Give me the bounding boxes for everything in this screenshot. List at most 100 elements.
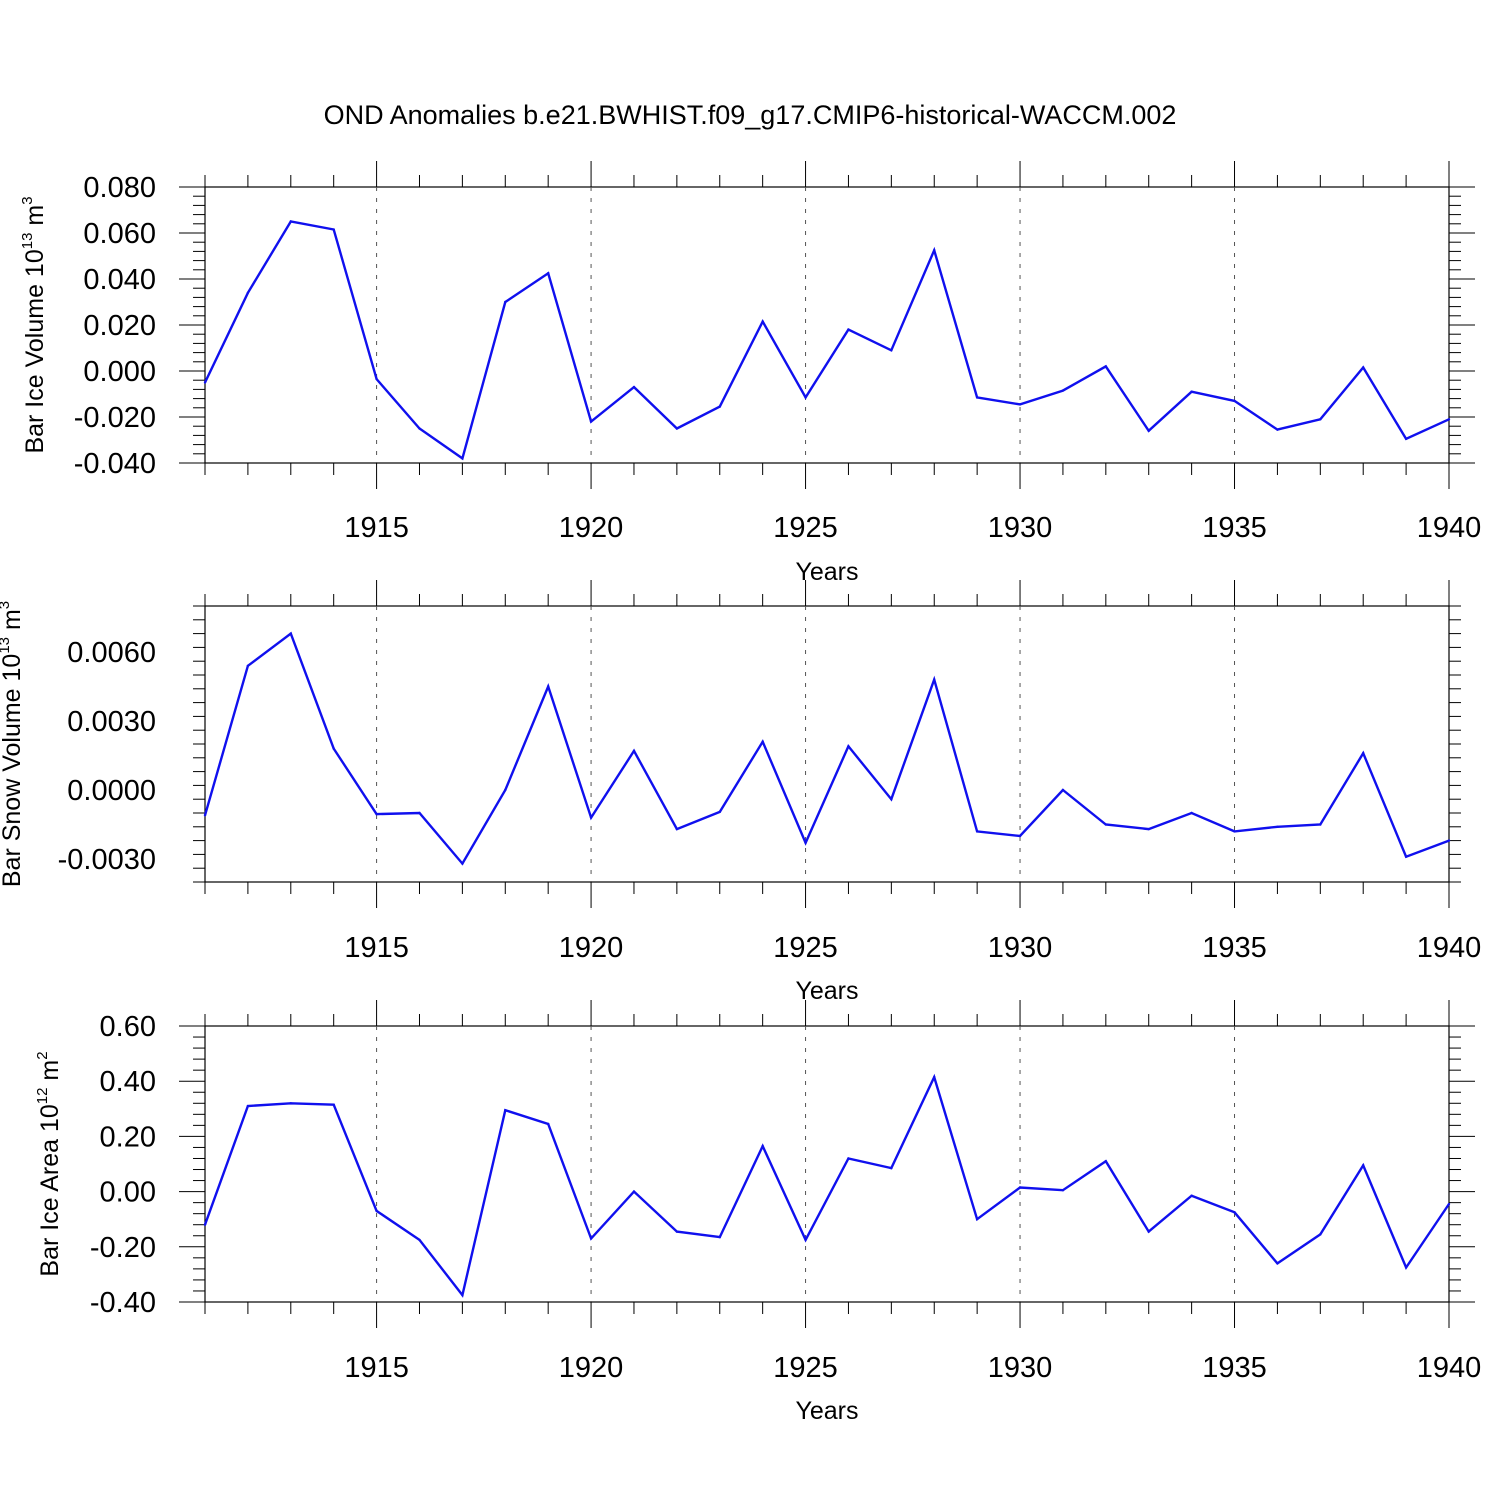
data-point bbox=[589, 816, 593, 819]
series-line bbox=[203, 631, 1450, 866]
x-tick-label: 1940 bbox=[1417, 932, 1482, 964]
data-point bbox=[632, 1190, 636, 1193]
data-point bbox=[718, 1235, 721, 1239]
data-point bbox=[1104, 823, 1108, 826]
y-tick-label: 0.080 bbox=[83, 172, 156, 204]
data-point bbox=[1447, 418, 1451, 421]
series-line bbox=[203, 220, 1450, 461]
x-tick-label: 1925 bbox=[773, 932, 838, 964]
data-point bbox=[675, 827, 679, 831]
data-point bbox=[1404, 855, 1408, 858]
data-point bbox=[718, 405, 721, 408]
data-point bbox=[1233, 830, 1236, 833]
x-tick-label: 1925 bbox=[773, 512, 838, 544]
data-point bbox=[1018, 403, 1022, 406]
y-tick-label: -0.020 bbox=[74, 402, 156, 434]
x-tick-label: 1915 bbox=[344, 1352, 409, 1384]
data-point bbox=[933, 1075, 936, 1079]
y-tick-label: 0.60 bbox=[100, 1011, 156, 1043]
y-axis-label-unit: m bbox=[0, 609, 26, 637]
data-point bbox=[1276, 1262, 1279, 1265]
data-point bbox=[1447, 839, 1451, 842]
data-point bbox=[1147, 1230, 1150, 1233]
data-point bbox=[1404, 437, 1408, 441]
x-tick-label: 1935 bbox=[1202, 512, 1267, 544]
data-point bbox=[589, 420, 593, 423]
data-point bbox=[418, 811, 421, 815]
data-point bbox=[332, 747, 335, 750]
data-point bbox=[761, 740, 764, 743]
data-point bbox=[1319, 418, 1322, 421]
data-point bbox=[675, 1230, 679, 1233]
data-point bbox=[546, 685, 550, 688]
data-point bbox=[804, 396, 807, 399]
y-axis-label: Bar Ice Volume 1013 m3 bbox=[19, 196, 49, 453]
x-tick-label: 1930 bbox=[988, 932, 1053, 964]
data-point bbox=[804, 1238, 807, 1242]
data-point bbox=[375, 1209, 378, 1213]
data-point bbox=[332, 228, 335, 231]
data-point bbox=[975, 830, 979, 833]
data-point bbox=[1233, 399, 1236, 403]
y-axis-label-text: Bar Snow Volume 10 bbox=[0, 654, 26, 887]
y-tick-label: 0.000 bbox=[83, 356, 156, 388]
data-point bbox=[933, 249, 936, 252]
data-point bbox=[289, 220, 292, 223]
data-point bbox=[504, 788, 507, 792]
y-tick-label: 0.0030 bbox=[67, 706, 156, 738]
data-point bbox=[1362, 752, 1365, 755]
y-axis-label-unit: m bbox=[36, 1060, 64, 1088]
data-point bbox=[1404, 1266, 1408, 1269]
data-point bbox=[847, 745, 850, 748]
y-axis-label-unit-exponent: 3 bbox=[19, 196, 36, 204]
data-point bbox=[203, 381, 207, 384]
y-tick-label: 0.060 bbox=[83, 218, 156, 250]
y-axis-label-exponent: 13 bbox=[0, 637, 13, 654]
data-point bbox=[761, 320, 764, 323]
x-tick-label: 1920 bbox=[559, 1352, 624, 1384]
data-point bbox=[504, 1108, 507, 1112]
y-tick-label: 0.40 bbox=[100, 1066, 156, 1098]
data-point bbox=[847, 1157, 850, 1160]
data-point bbox=[1319, 823, 1322, 826]
x-tick-label: 1930 bbox=[988, 1352, 1053, 1384]
data-point bbox=[890, 798, 893, 801]
chart-title: OND Anomalies b.e21.BWHIST.f09_g17.CMIP6… bbox=[324, 100, 1177, 130]
data-point bbox=[289, 1102, 292, 1105]
data-point bbox=[1190, 811, 1193, 815]
data-point bbox=[589, 1237, 593, 1240]
data-point bbox=[718, 810, 721, 814]
y-tick-label: 0.040 bbox=[83, 264, 156, 296]
data-point bbox=[203, 1223, 207, 1226]
data-point bbox=[761, 1144, 764, 1148]
data-point bbox=[847, 328, 850, 331]
data-point bbox=[1276, 428, 1279, 431]
x-tick-label: 1920 bbox=[559, 512, 624, 544]
plot-frame bbox=[204, 186, 1450, 464]
y-axis-label: Bar Ice Area 1012 m2 bbox=[34, 1051, 64, 1276]
x-tick-label: 1930 bbox=[988, 512, 1053, 544]
y-tick-label: 0.0060 bbox=[67, 637, 156, 669]
data-point bbox=[1276, 825, 1279, 828]
data-point bbox=[632, 385, 636, 389]
data-point bbox=[246, 1104, 250, 1108]
data-point bbox=[1447, 1202, 1451, 1206]
data-point bbox=[246, 291, 250, 294]
data-point bbox=[1190, 1194, 1193, 1197]
x-tick-label: 1940 bbox=[1417, 512, 1482, 544]
data-point bbox=[933, 678, 936, 681]
series-line bbox=[203, 1073, 1450, 1298]
data-point bbox=[975, 396, 979, 399]
data-point bbox=[203, 814, 207, 817]
data-point bbox=[418, 427, 421, 430]
data-point bbox=[1319, 1233, 1322, 1236]
data-point bbox=[975, 1218, 979, 1221]
data-point bbox=[332, 1103, 335, 1106]
y-tick-label: 0.0000 bbox=[67, 775, 156, 807]
data-point bbox=[546, 272, 550, 275]
data-point bbox=[632, 749, 636, 753]
data-point bbox=[375, 812, 378, 816]
x-tick-label: 1925 bbox=[773, 1352, 838, 1384]
